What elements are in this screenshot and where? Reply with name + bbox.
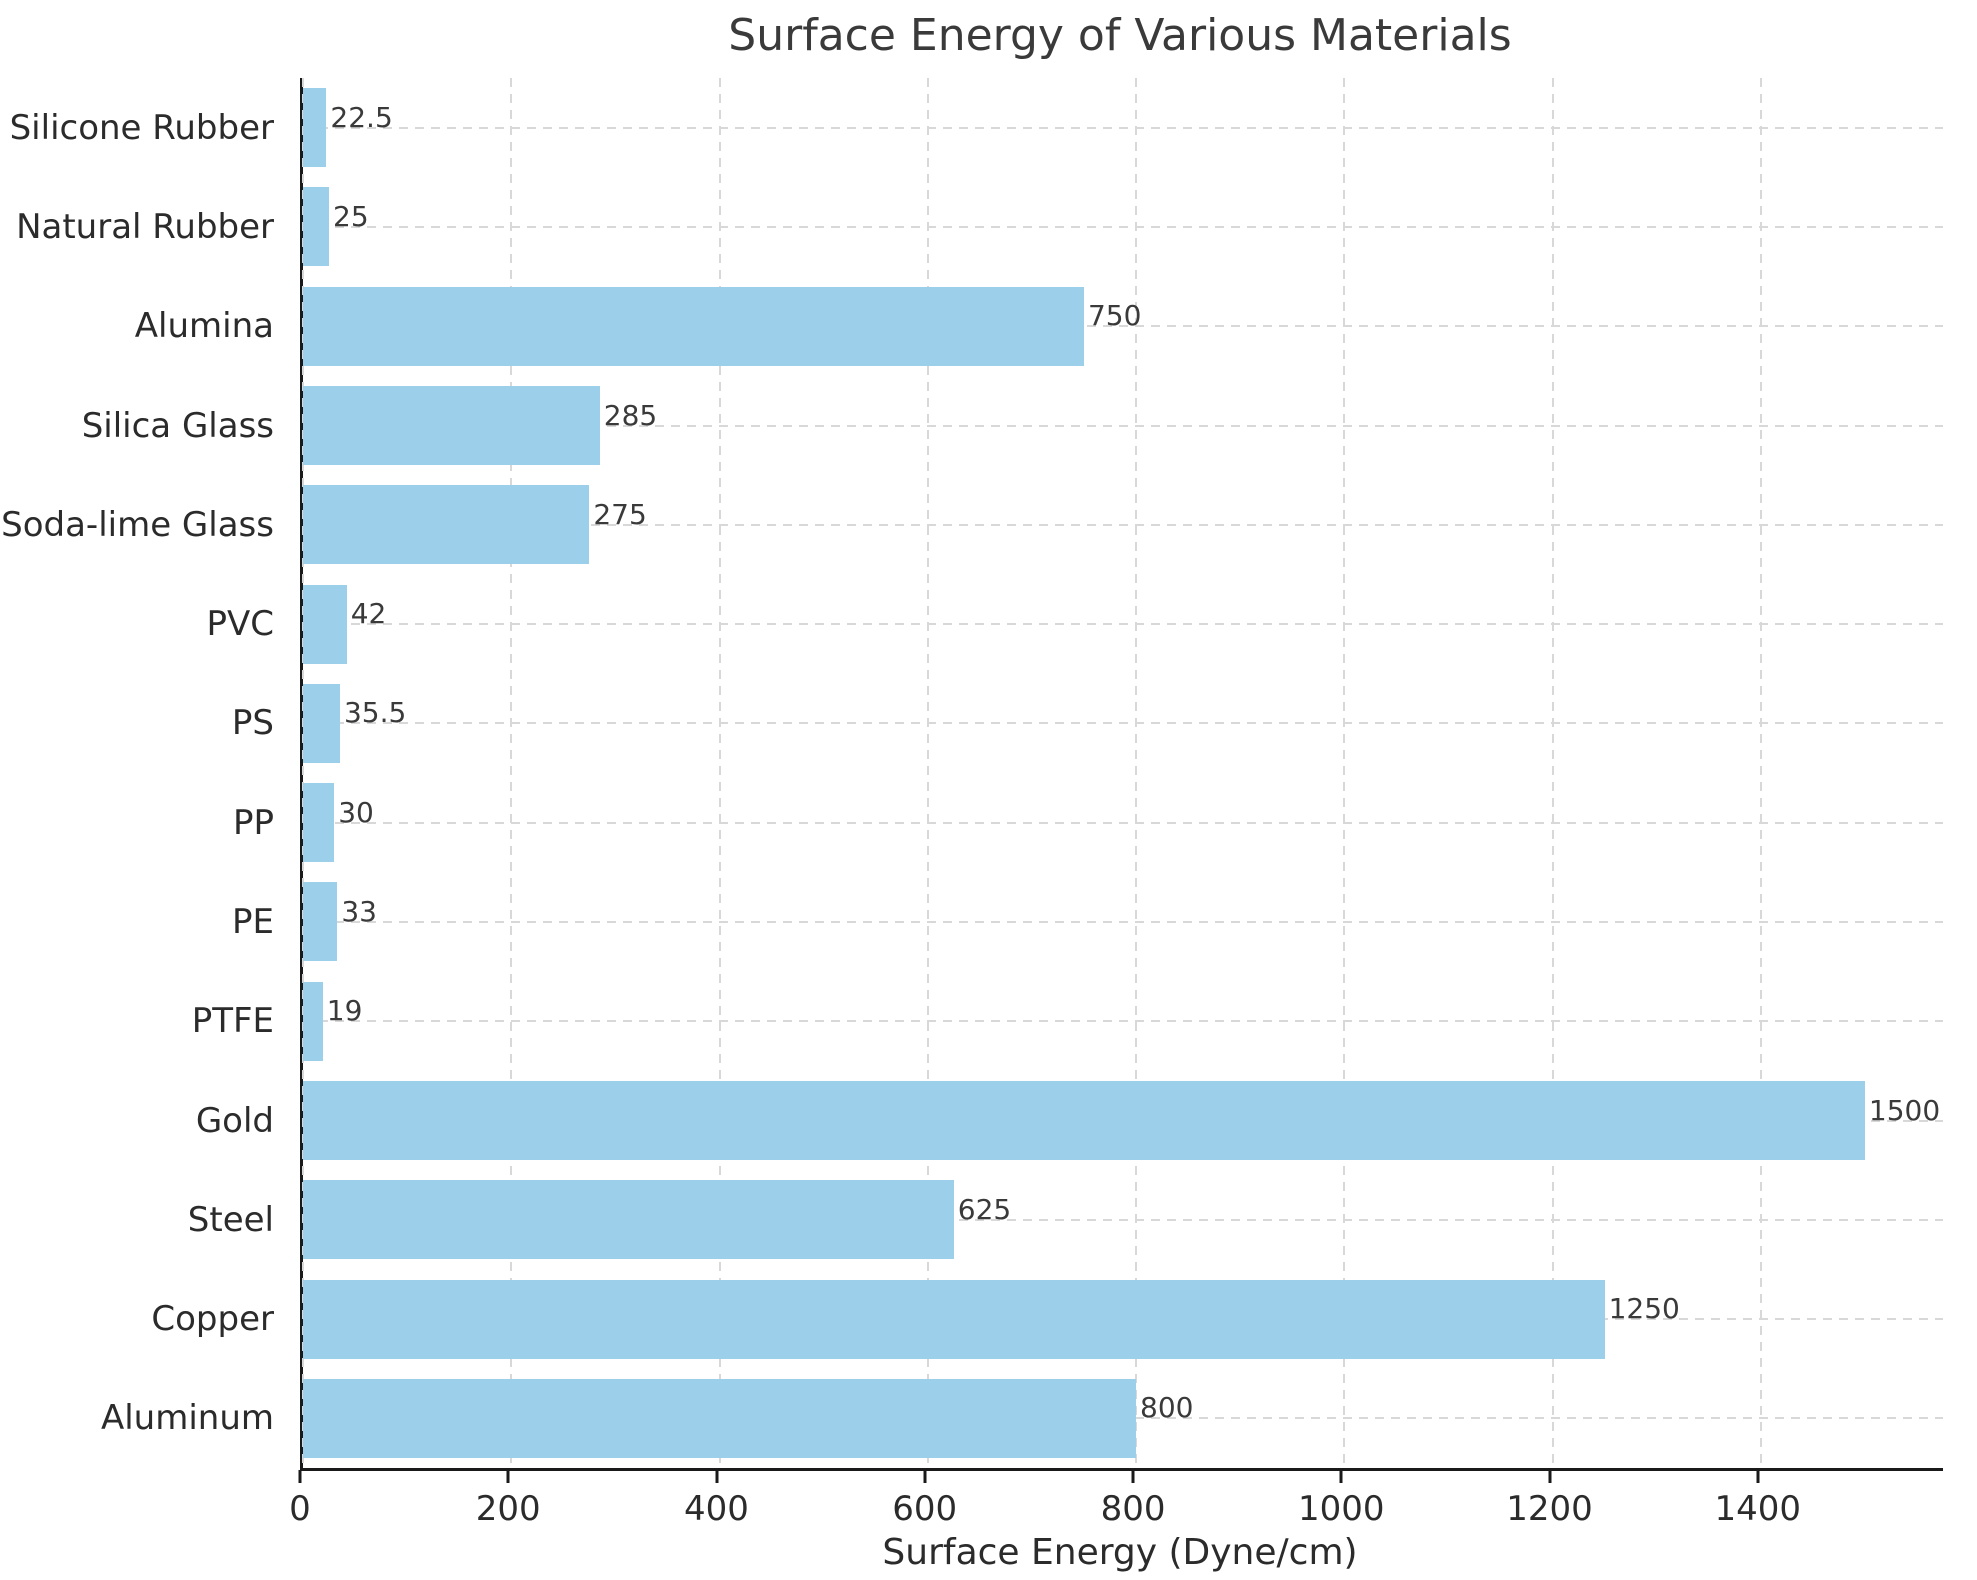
x-tick-mark: [1548, 1470, 1552, 1483]
y-category-label: PVC: [206, 604, 274, 645]
bar-value-label: 35.5: [343, 696, 407, 730]
x-tick-label: 0: [289, 1489, 311, 1529]
plot-area: 22.5 25 750 285 275 42 35.5 30 33 19 1500 625 1250 80…: [300, 78, 1943, 1471]
bar-value-label: 800: [1140, 1391, 1194, 1425]
bar-gold: [303, 1081, 1865, 1160]
x-gridline: [1135, 78, 1138, 1468]
bar-value-label: 25: [333, 199, 369, 233]
x-tick-mark: [1131, 1470, 1135, 1483]
y-category-label: Soda-lime Glass: [1, 504, 274, 545]
bar-value-label: 42: [350, 597, 387, 631]
y-category-label: Aluminum: [100, 1398, 274, 1439]
bar-value-label: 275: [593, 497, 647, 531]
y-category-label: Steel: [187, 1199, 274, 1240]
x-tick-mark: [298, 1470, 302, 1483]
x-tick-mark: [1339, 1470, 1343, 1483]
bar-steel: [303, 1180, 954, 1260]
bar-value-label: 1500: [1868, 1093, 1941, 1127]
y-gridline: [303, 424, 1943, 427]
bar-soda-lime-glass: [303, 485, 590, 565]
x-tick-label: 600: [892, 1489, 958, 1529]
x-tick-mark: [1756, 1470, 1760, 1483]
y-gridline: [303, 225, 1943, 228]
x-gridline: [302, 78, 304, 1468]
y-gridline: [303, 722, 1943, 725]
bar-copper: [303, 1279, 1605, 1359]
bar-pp: [303, 783, 335, 863]
y-gridline: [303, 1218, 1943, 1221]
y-gridline: [303, 1020, 1943, 1023]
chart-title: Surface Energy of Various Materials: [728, 10, 1512, 61]
y-category-label: Copper: [151, 1299, 274, 1340]
y-gridline: [303, 920, 1943, 923]
x-tick-label: 1400: [1714, 1489, 1802, 1529]
bar-natural-rubber: [303, 187, 330, 267]
bar-value-label: 625: [957, 1192, 1012, 1226]
x-gridline: [1759, 78, 1762, 1468]
bar-value-label: 30: [338, 795, 374, 829]
bar-value-label: 22.5: [330, 100, 393, 134]
y-axis-labels: Silicone Rubber Natural Rubber Alumina Sili…: [0, 78, 288, 1468]
bar-ptfe: [303, 981, 323, 1061]
bar-value-label: 19: [326, 994, 363, 1028]
x-gridline: [926, 78, 929, 1468]
y-category-label: Alumina: [134, 306, 274, 347]
x-tick-mark: [506, 1470, 510, 1483]
bar-silicone-rubber: [303, 88, 327, 168]
bar-value-label: 1250: [1608, 1292, 1680, 1326]
bar-alumina: [303, 286, 1084, 366]
x-axis-tick-labels: 0 200 400 600 800 1000 1200 1400: [289, 1488, 1940, 1530]
y-category-label: Natural Rubber: [16, 206, 274, 247]
x-gridline: [718, 78, 721, 1468]
bar-pvc: [303, 584, 347, 664]
bar-value-label: 33: [341, 894, 377, 928]
x-tick-mark: [923, 1470, 927, 1483]
x-gridline: [1343, 78, 1346, 1468]
x-tick-label: 1000: [1298, 1489, 1385, 1529]
x-axis-title: Surface Energy (Dyne/cm): [882, 1532, 1358, 1573]
x-tick-label: 400: [684, 1489, 749, 1529]
x-tick-label: 200: [475, 1489, 541, 1529]
y-gridline: [303, 523, 1943, 526]
y-gridline: [303, 325, 1943, 328]
y-category-label: PS: [231, 703, 274, 744]
y-gridline: [303, 126, 1943, 129]
bar-value-label: 750: [1087, 299, 1142, 333]
y-category-label: PTFE: [191, 1001, 274, 1042]
bar-ps: [303, 683, 340, 763]
bar-pe: [303, 882, 338, 962]
x-tick-label: 1200: [1506, 1489, 1593, 1529]
x-gridline: [1551, 78, 1554, 1468]
y-category-label: Silica Glass: [81, 405, 274, 446]
y-category-label: Silicone Rubber: [9, 107, 274, 148]
y-category-label: PE: [232, 901, 274, 942]
y-category-label: Gold: [195, 1100, 274, 1141]
y-gridline: [303, 623, 1943, 626]
bar-aluminum: [303, 1378, 1137, 1458]
x-tick-label: 800: [1100, 1489, 1166, 1529]
x-tick-mark: [715, 1470, 718, 1483]
bar-silica-glass: [303, 386, 600, 465]
bar-value-label: 285: [603, 398, 658, 432]
y-category-label: PP: [232, 802, 274, 843]
y-gridline: [303, 821, 1943, 824]
x-gridline: [510, 78, 513, 1468]
